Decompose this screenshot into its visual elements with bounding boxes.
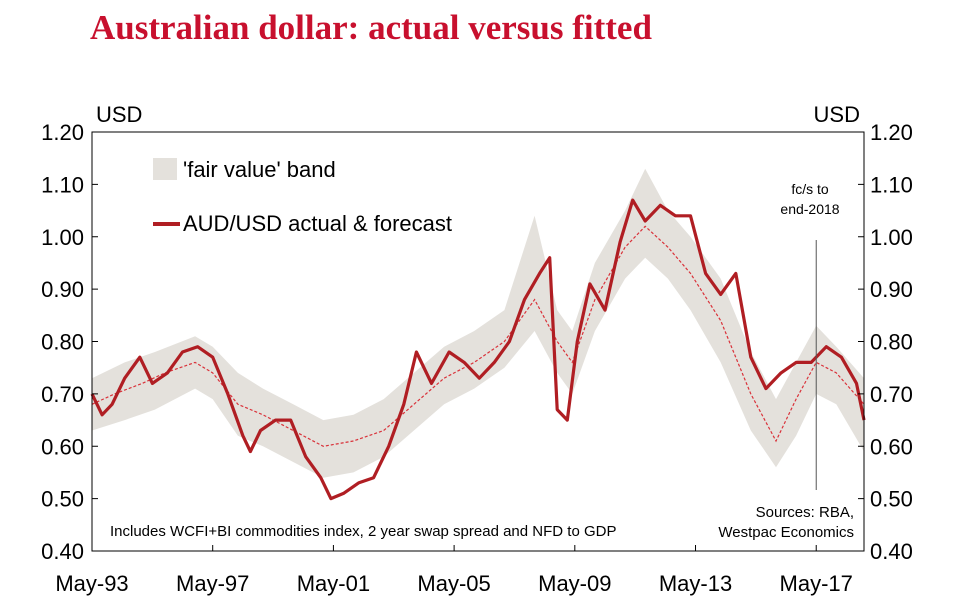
x-tick-label: May-13 (659, 571, 732, 596)
y-tick-label-right: 0.40 (870, 539, 913, 564)
y-tick-label-left: 1.20 (41, 120, 84, 145)
y-tick-label-left: 0.70 (41, 382, 84, 407)
x-tick-label: May-01 (297, 571, 370, 596)
y-tick-label-left: 0.90 (41, 277, 84, 302)
fair-value-band-layer (92, 168, 864, 478)
x-tick-label: May-93 (55, 571, 128, 596)
forecast-label-line-2: end-2018 (780, 201, 839, 217)
forecast-label-line-1: fc/s to (791, 181, 829, 197)
x-tick-label: May-05 (417, 571, 490, 596)
source-line-1: Sources: RBA, (756, 504, 854, 521)
x-tick-label: May-97 (176, 571, 249, 596)
fitted-line-layer (91, 225, 865, 447)
y-tick-label-left: 1.10 (41, 172, 84, 197)
y-axis-right: 1.20 1.10 1.00 0.90 0.80 0.70 0.60 0.50 0.40 (858, 120, 913, 564)
actual-line-layer (90, 198, 866, 501)
y-tick-label-right: 1.20 (870, 120, 913, 145)
y-tick-label-right: 0.50 (870, 487, 913, 512)
y-tick-label-right: 1.10 (870, 172, 913, 197)
legend-band-swatch (153, 158, 177, 180)
y-tick-label-left: 0.50 (41, 487, 84, 512)
y-axis-left: 1.20 1.10 1.00 0.90 0.80 0.70 0.60 0.50 0.40 (41, 120, 98, 564)
y-tick-label-right: 0.60 (870, 434, 913, 459)
y-tick-label-left: 1.00 (41, 225, 84, 250)
y-tick-label-right: 0.90 (870, 277, 913, 302)
legend-band-label: 'fair value' band (183, 157, 336, 182)
chart-note: Includes WCFI+BI commodities index, 2 ye… (110, 523, 616, 540)
legend-line-label: AUD/USD actual & forecast (183, 211, 452, 236)
y-axis-unit-right: USD (814, 102, 860, 127)
fair-value-band (92, 168, 864, 478)
y-tick-label-right: 0.80 (870, 330, 913, 355)
y-tick-label-left: 0.80 (41, 330, 84, 355)
y-tick-label-right: 1.00 (870, 225, 913, 250)
legend: 'fair value' band AUD/USD actual & forec… (153, 157, 452, 236)
actual-line (90, 198, 866, 501)
y-tick-label-left: 0.60 (41, 434, 84, 459)
y-tick-label-left: 0.40 (41, 539, 84, 564)
fitted-line (91, 225, 865, 447)
y-tick-label-right: 0.70 (870, 382, 913, 407)
x-tick-label: May-17 (780, 571, 853, 596)
y-axis-unit-left: USD (96, 102, 142, 127)
chart-title: Australian dollar: actual versus fitted (90, 8, 652, 47)
x-axis: May-93 May-97 May-01 May-05 May-09 May-13 May-… (55, 545, 853, 596)
source-line-2: Westpac Economics (718, 524, 854, 541)
x-tick-label: May-09 (538, 571, 611, 596)
